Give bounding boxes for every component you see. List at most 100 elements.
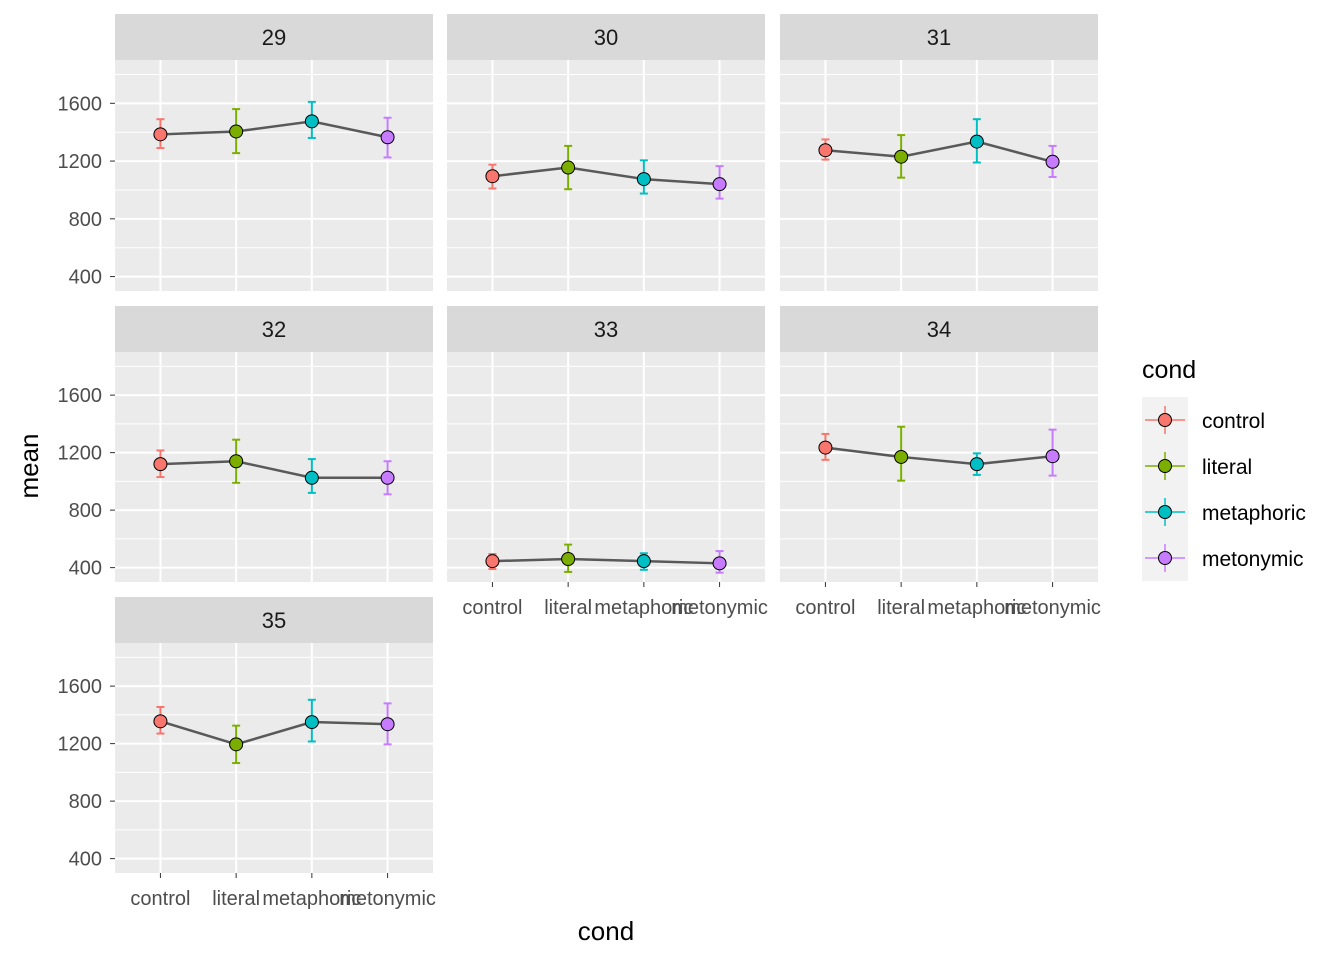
- series-line: [160, 120, 388, 139]
- legend-key-point: [1158, 505, 1172, 519]
- y-tick-label: 1200: [58, 443, 103, 465]
- data-point: [1045, 449, 1060, 464]
- legend-item-metaphoric: metaphoric: [1142, 489, 1306, 535]
- x-tick-label: control: [130, 888, 190, 910]
- data-point: [969, 457, 984, 472]
- facet-label: 32: [262, 317, 286, 342]
- data-point: [712, 177, 727, 192]
- facet-label: 30: [594, 25, 618, 50]
- data-point: [380, 717, 395, 732]
- x-tick-label: metaphoric: [262, 888, 361, 910]
- panel-background: [115, 60, 433, 291]
- data-point: [153, 714, 168, 729]
- data-point: [380, 470, 395, 485]
- data-point: [229, 454, 244, 469]
- y-tick-label: 1600: [58, 385, 103, 407]
- x-tick-label: control: [795, 597, 855, 619]
- x-tick-label: literal: [212, 888, 260, 910]
- facet-label: 33: [594, 317, 618, 342]
- data-point: [380, 130, 395, 145]
- facet-strip: [447, 306, 765, 352]
- series-line: [825, 140, 1053, 163]
- data-point: [229, 124, 244, 139]
- legend-label: literal: [1202, 456, 1252, 479]
- y-tick-label: 1600: [58, 676, 103, 698]
- x-tick-label: metonymic: [1004, 597, 1101, 619]
- legend-label: metaphoric: [1202, 502, 1306, 525]
- y-tick-label: 400: [69, 849, 102, 871]
- data-point: [969, 134, 984, 149]
- data-point: [561, 552, 576, 566]
- data-point: [229, 737, 244, 752]
- data-point: [304, 715, 319, 730]
- legend-item-control: control: [1142, 397, 1265, 443]
- x-axis-title: cond: [578, 916, 634, 946]
- legend-label: control: [1202, 410, 1265, 433]
- data-point: [485, 554, 500, 569]
- series-line: [160, 459, 388, 480]
- facet-panel-29: 29 400 800 1200 1600: [58, 14, 433, 291]
- data-point: [818, 143, 833, 158]
- facet-panel-30: 30: [447, 14, 765, 291]
- data-point: [561, 160, 576, 175]
- x-tick-label: metaphoric: [594, 597, 693, 619]
- facet-panels: 29 400 800 1200 1600 30 31 32 400 800 1200 1600 33 34…: [58, 14, 1098, 873]
- panel-background: [115, 352, 433, 582]
- legend-item-literal: literal: [1142, 443, 1252, 489]
- data-point: [712, 556, 727, 571]
- facet-label: 34: [927, 317, 951, 342]
- panel-background: [780, 60, 1098, 291]
- data-point: [894, 449, 909, 464]
- facet-strip: [115, 306, 433, 352]
- y-tick-label: 800: [69, 791, 102, 813]
- legend-key-point: [1158, 459, 1172, 473]
- series-line: [492, 166, 720, 186]
- series-line: [160, 720, 388, 746]
- facet-strip: [447, 14, 765, 60]
- facet-strip: [780, 14, 1098, 60]
- x-tick-label: metonymic: [671, 597, 768, 619]
- y-tick-label: 1600: [58, 93, 103, 115]
- data-point: [153, 127, 168, 142]
- facet-panel-32: 32 400 800 1200 1600: [58, 306, 433, 582]
- legend-key-point: [1158, 551, 1172, 565]
- x-tick-label: metonymic: [339, 888, 436, 910]
- y-tick-label: 1200: [58, 734, 103, 756]
- legend-item-metonymic: metonymic: [1142, 535, 1304, 581]
- facet-strip: [115, 14, 433, 60]
- panel-background: [780, 352, 1098, 582]
- legend-label: metonymic: [1202, 548, 1304, 571]
- facet-panel-31: 31: [780, 14, 1098, 291]
- series-line: [492, 557, 720, 565]
- y-axis-title: mean: [14, 433, 44, 498]
- data-point: [636, 554, 651, 569]
- data-point: [636, 172, 651, 187]
- facet-panel-35: 35 400 800 1200 1600: [58, 597, 433, 873]
- legend-title: cond: [1142, 356, 1196, 384]
- facet-label: 29: [262, 25, 286, 50]
- facet-strip: [780, 306, 1098, 352]
- series-line: [825, 446, 1053, 466]
- x-tick-label: control: [462, 597, 522, 619]
- panel-background: [115, 643, 433, 873]
- data-point: [818, 440, 833, 455]
- facet-panel-34: 34: [780, 306, 1098, 582]
- x-tick-label: literal: [877, 597, 925, 619]
- data-point: [894, 149, 909, 164]
- y-tick-label: 1200: [58, 151, 103, 173]
- data-point: [304, 470, 319, 485]
- panel-background: [447, 352, 765, 582]
- legend-key-point: [1158, 413, 1172, 427]
- data-point: [1045, 154, 1060, 169]
- data-point: [304, 114, 319, 129]
- x-tick-label: metaphoric: [927, 597, 1026, 619]
- x-tick-label: literal: [544, 597, 592, 619]
- y-tick-label: 800: [69, 209, 102, 231]
- facet-panel-33: 33: [447, 306, 765, 582]
- y-tick-label: 400: [69, 558, 102, 580]
- data-point: [485, 169, 500, 184]
- facet-label: 31: [927, 25, 951, 50]
- data-point: [153, 457, 168, 472]
- facet-strip: [115, 597, 433, 643]
